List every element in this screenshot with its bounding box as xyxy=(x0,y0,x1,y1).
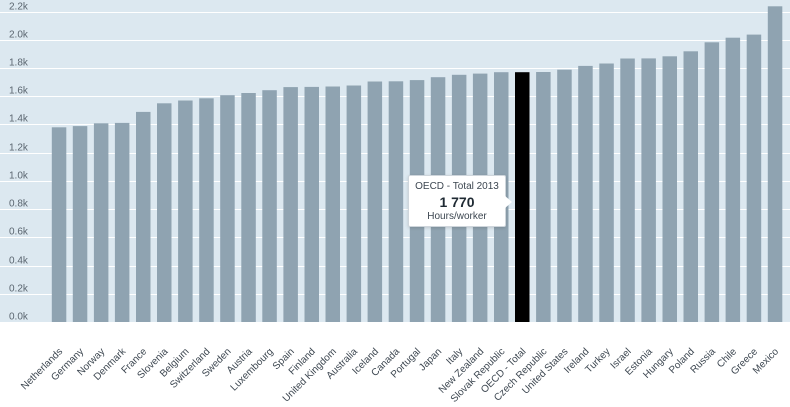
bar-mexico[interactable] xyxy=(767,6,783,323)
y-tick-label: 0.0k xyxy=(9,312,29,323)
tooltip-unit: Hours/worker xyxy=(427,211,487,222)
tooltip-value: 1 770 xyxy=(439,194,475,210)
bar-ireland[interactable] xyxy=(578,65,593,323)
bar-poland[interactable] xyxy=(683,51,699,323)
bars xyxy=(51,6,783,323)
y-tick-label: 0.4k xyxy=(9,256,29,267)
bar-united-states[interactable] xyxy=(557,69,572,322)
bar-canada[interactable] xyxy=(388,81,404,322)
bar-belgium[interactable] xyxy=(178,100,193,323)
bar-hungary[interactable] xyxy=(662,56,678,323)
bar-austria[interactable] xyxy=(241,93,256,322)
y-tick-label: 2.0k xyxy=(9,30,29,41)
bar-chile[interactable] xyxy=(725,37,741,322)
bar-united-kingdom[interactable] xyxy=(325,86,341,323)
x-axis-labels: NetherlandsGermanyNorwayDenmarkFranceSlo… xyxy=(19,346,781,405)
bar-turkey[interactable] xyxy=(599,63,614,323)
tooltip: OECD - Total 2013 1 770 Hours/worker xyxy=(408,175,512,227)
bar-finland[interactable] xyxy=(304,86,320,323)
y-tick-label: 1.6k xyxy=(9,86,29,97)
bar-iceland[interactable] xyxy=(367,81,383,323)
y-tick-label: 0.6k xyxy=(9,227,29,238)
y-axis-ticks: 0.0k 0.2k 0.4k 0.6k 0.8k 1.0k 1.2k 1.4k 1.6k 1.8k… xyxy=(9,2,29,323)
y-tick-label: 1.8k xyxy=(9,58,29,69)
bar-netherlands[interactable] xyxy=(51,127,67,322)
bar-germany[interactable] xyxy=(72,126,88,322)
bar-australia[interactable] xyxy=(346,85,362,323)
y-tick-label: 1.4k xyxy=(9,114,29,125)
bar-denmark[interactable] xyxy=(114,122,130,323)
y-tick-label: 1.2k xyxy=(9,143,29,154)
y-tick-label: 2.2k xyxy=(9,2,29,13)
bar-sweden[interactable] xyxy=(220,95,235,322)
bar-russia[interactable] xyxy=(704,42,720,323)
bar-estonia[interactable] xyxy=(641,58,656,323)
x-tick-label: Japan xyxy=(417,346,444,373)
bar-greece[interactable] xyxy=(746,34,762,322)
bar-czech-republic[interactable] xyxy=(536,72,551,322)
bar-norway[interactable] xyxy=(93,123,109,322)
bar-spain[interactable] xyxy=(283,87,298,322)
tooltip-title: OECD - Total 2013 xyxy=(415,181,499,192)
y-tick-label: 0.8k xyxy=(9,199,29,210)
bar-luxembourg[interactable] xyxy=(262,90,277,322)
y-tick-label: 1.0k xyxy=(9,171,29,182)
bar-france[interactable] xyxy=(136,111,151,323)
y-tick-label: 0.2k xyxy=(9,284,29,295)
bar-switzerland[interactable] xyxy=(199,98,214,322)
bar-slovenia[interactable] xyxy=(157,103,172,322)
bar-israel[interactable] xyxy=(620,58,635,323)
bar-oecd-total[interactable] xyxy=(515,72,530,322)
